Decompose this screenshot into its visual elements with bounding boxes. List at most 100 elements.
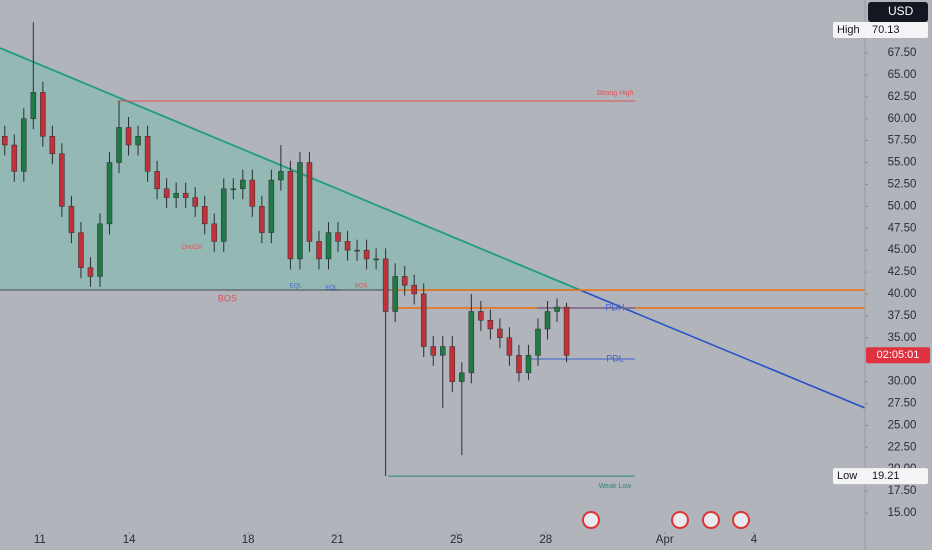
level-label: Weak Low bbox=[599, 483, 632, 490]
y-tick-label: 45.00 bbox=[888, 244, 917, 256]
x-tick-label: 11 bbox=[34, 534, 46, 546]
candle-body bbox=[411, 284, 417, 295]
y-tick-label: 52.50 bbox=[888, 178, 917, 190]
x-tick-label: 18 bbox=[242, 534, 255, 546]
candle-body bbox=[68, 206, 75, 233]
x-tick-label: 14 bbox=[123, 534, 136, 546]
candle-body bbox=[211, 223, 217, 242]
x-tick-label: 4 bbox=[751, 534, 758, 546]
y-tick-label: 30.00 bbox=[888, 376, 917, 388]
event-icon[interactable] bbox=[671, 511, 689, 529]
candle-body bbox=[440, 346, 446, 356]
candle-body bbox=[478, 311, 484, 321]
price-marker-value: 19.21 bbox=[872, 470, 900, 482]
level-label: PDH bbox=[605, 302, 624, 312]
x-tick-label: Apr bbox=[656, 534, 674, 546]
level-label: Strong High bbox=[597, 90, 634, 97]
candle-body bbox=[87, 267, 94, 277]
y-tick-label: 67.50 bbox=[888, 47, 917, 59]
x-tick-label: 21 bbox=[331, 534, 344, 546]
candle-body bbox=[535, 328, 541, 356]
candle-body bbox=[240, 179, 246, 190]
candle-body bbox=[182, 192, 189, 198]
candle-body bbox=[487, 319, 494, 330]
candle-body bbox=[525, 355, 532, 374]
candle-body bbox=[544, 311, 551, 330]
y-tick-label: 17.50 bbox=[888, 485, 917, 497]
candle-body bbox=[401, 276, 408, 286]
candle-body bbox=[144, 135, 151, 172]
candle-body bbox=[420, 293, 427, 347]
y-tick-label: 47.50 bbox=[888, 222, 917, 234]
candle-body bbox=[506, 337, 513, 356]
candle-body bbox=[373, 258, 379, 261]
candle-body bbox=[392, 276, 398, 312]
y-tick-label: 22.50 bbox=[888, 441, 917, 453]
annotation: BOS bbox=[355, 284, 368, 290]
candle-body bbox=[49, 135, 56, 155]
candle-body bbox=[287, 171, 294, 260]
projection-line bbox=[579, 289, 866, 409]
candle-body bbox=[249, 179, 256, 207]
candle-body bbox=[316, 241, 322, 260]
candle-body bbox=[125, 127, 132, 146]
x-tick-label: 25 bbox=[450, 534, 463, 546]
candle-body bbox=[344, 241, 351, 251]
candle-body bbox=[563, 306, 570, 356]
candle-body bbox=[297, 162, 303, 260]
candle-body bbox=[268, 179, 275, 233]
y-tick-label: 55.00 bbox=[888, 157, 917, 169]
candle-body bbox=[2, 135, 8, 146]
currency-box[interactable] bbox=[868, 2, 928, 22]
candle-body bbox=[30, 92, 37, 119]
y-tick-label: 65.00 bbox=[888, 69, 917, 81]
countdown: 02:05:01 bbox=[877, 349, 920, 361]
candle-body bbox=[163, 188, 170, 198]
candle-body bbox=[221, 188, 227, 242]
price-marker-value: 70.13 bbox=[872, 24, 900, 36]
y-tick-label: 57.50 bbox=[888, 135, 917, 147]
event-icon[interactable] bbox=[582, 511, 600, 529]
candle-body bbox=[173, 192, 179, 198]
y-tick-label: 60.00 bbox=[888, 113, 917, 125]
event-icon[interactable] bbox=[702, 511, 720, 529]
candle-body bbox=[516, 355, 522, 374]
event-icon[interactable] bbox=[732, 511, 750, 529]
candle-body bbox=[259, 206, 265, 233]
candle-body bbox=[106, 162, 113, 225]
candle-body bbox=[135, 135, 141, 146]
candle-body bbox=[154, 171, 160, 190]
y-tick-label: 25.00 bbox=[888, 419, 917, 431]
candle-body bbox=[192, 197, 198, 207]
annotation: BOS bbox=[218, 294, 237, 304]
annotation: EQL bbox=[325, 285, 338, 291]
candle-body bbox=[449, 346, 456, 382]
price-marker-box bbox=[833, 468, 928, 485]
annotation: CHoCH bbox=[181, 245, 202, 251]
currency: USD bbox=[888, 4, 914, 18]
annotation: EQL bbox=[290, 284, 303, 290]
candle-body bbox=[459, 372, 465, 382]
candle-body bbox=[201, 206, 208, 225]
candle-body bbox=[97, 223, 103, 277]
x-tick-label: 28 bbox=[539, 534, 552, 546]
candle-body bbox=[59, 153, 65, 207]
y-tick-label: 50.00 bbox=[888, 200, 917, 212]
candle-body bbox=[230, 188, 237, 191]
candle-body bbox=[40, 92, 46, 137]
candle-body bbox=[116, 127, 122, 163]
y-tick-label: 40.00 bbox=[888, 288, 917, 300]
price-marker-label: High bbox=[837, 24, 860, 36]
price-marker-label: Low bbox=[837, 470, 857, 482]
candle-body bbox=[554, 306, 560, 312]
candle-body bbox=[468, 311, 475, 374]
candle-body bbox=[306, 162, 313, 242]
candle-body bbox=[430, 346, 436, 356]
candle-body bbox=[497, 328, 503, 339]
candle-body bbox=[335, 232, 341, 242]
event-icons bbox=[582, 511, 750, 529]
price-marker-box bbox=[833, 21, 928, 38]
level-label: PDL bbox=[606, 353, 624, 363]
y-tick-label: 42.50 bbox=[888, 266, 917, 278]
